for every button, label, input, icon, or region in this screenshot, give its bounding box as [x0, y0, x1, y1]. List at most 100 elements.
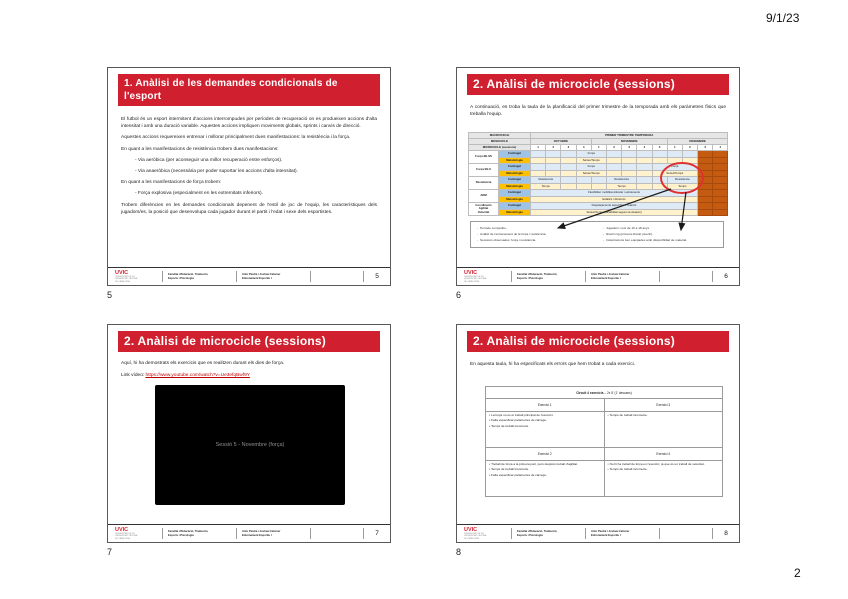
- cell-coord-metodologia: Sèries/Temps (variabilitat segons la sit…: [529, 208, 699, 216]
- slide-7: 2. Anàlisi de microcicle (sessions) Aquí…: [107, 324, 391, 543]
- bullet-line: - Via aeròbica (per aconseguir una millo…: [135, 157, 283, 163]
- element: Temps de treball incorrecte.: [608, 413, 720, 418]
- label-metodologia: Metodologia: [498, 208, 531, 216]
- element: Falta especificar paràmetres de càrrega.: [489, 473, 601, 478]
- note-item: Instal·lacions ben equipades amb disponi…: [603, 237, 717, 243]
- slide-title: 2. Anàlisi de microcicle (sessions): [118, 331, 380, 352]
- slide-footer: UVIC UNIVERSITAT DE VIC UNIVERSITAT CENT…: [108, 524, 390, 542]
- uvic-logo-subtext: UNIVERSITAT DE VIC UNIVERSITAT CENTRAL D…: [115, 532, 138, 540]
- bullet-line: - Força explosiva (especialment en les e…: [135, 191, 263, 197]
- note-item: Sessions observades: força i resistència…: [477, 237, 591, 243]
- slide-5: 1. Anàlisi de les demandes condicionals …: [107, 67, 391, 286]
- page-date: 9/1/23: [766, 11, 800, 25]
- uvic-logo: UVIC UNIVERSITAT DE VIC UNIVERSITAT CENT…: [457, 270, 511, 284]
- uvic-logo-subtext: UNIVERSITAT DE VIC UNIVERSITAT CENTRAL D…: [115, 275, 138, 283]
- paragraph: Aquestes accions requereixen entrenar i …: [121, 135, 351, 141]
- slide-page-number: 8: [712, 528, 739, 539]
- slide-body: El futbol és un esport intermitent d'acc…: [121, 116, 377, 220]
- element: MACROCICLE PRIMER TRIMESTRE TEMPORADA ME…: [468, 132, 729, 216]
- element: MESOCICLE OCTUBRE NOVEMBRE DESEMBRE: [468, 138, 729, 145]
- element: – 2x 5' (1' descans): [603, 390, 632, 395]
- thumbnail-label: 8: [456, 547, 462, 557]
- slide-6: 2. Anàlisi de microcicle (sessions) A co…: [456, 67, 740, 286]
- note-item: Anàlisi de l'entrenament de la força i r…: [477, 231, 591, 237]
- slide-8: 2. Anàlisi de microcicle (sessions) En a…: [456, 324, 740, 543]
- errors-table: Circuit 4 exercicis – 2x 5' (1' descans)…: [485, 386, 723, 497]
- slide-body: En aquesta taula, hi ha especificats els…: [470, 362, 636, 367]
- exercise-1-label: Exercici 1: [485, 398, 605, 412]
- paragraph: Trobem diferències en les demandes condi…: [121, 202, 377, 215]
- element: Força EE.SS Contingut Força: [468, 150, 729, 164]
- slide-body: Aquí, hi ha demostrats els exercicis que…: [121, 360, 377, 383]
- footer-credits: Aitor Piedra i Joshua Calomer Entrenamen…: [236, 271, 310, 282]
- notes-box: Període competitiu. Anàlisi de l'entrena…: [470, 221, 724, 248]
- exercise-1-errors: La força no és el treball principal de l…: [485, 411, 605, 448]
- footer-credits: Aitor Piedra i Joshua Calomer Entrenamen…: [585, 271, 659, 282]
- uvic-logo: UVIC UNIVERSITAT DE VIC UNIVERSITAT CENT…: [108, 527, 162, 541]
- row-adm: ADM: [468, 189, 499, 203]
- uvic-logo-text: UVIC: [464, 526, 478, 533]
- element: Circuit 4 exercicis: [576, 390, 604, 395]
- row-forca-ii: Força EE.II: [468, 163, 499, 177]
- element: Circuit 4 exercicis – 2x 5' (1' descans): [485, 386, 723, 399]
- slide-title: 1. Anàlisi de les demandes condicionals …: [118, 74, 380, 106]
- footer-faculty: Facultat d'Educació, Traducció, Esports …: [511, 528, 585, 539]
- link-line: Link vídeo: https://www.youtube.com/watc…: [121, 372, 377, 380]
- element: Treball de força a la primera part, però…: [489, 462, 601, 467]
- element: Circuit 4 exercicis – 2x 5' (1' descans)…: [485, 386, 723, 497]
- footer-faculty: Facultat d'Educació, Traducció, Esports …: [162, 528, 236, 539]
- footer-spacer: [659, 271, 712, 282]
- slide-page-number: 7: [363, 528, 390, 539]
- paragraph: En quant a les manifestacions de força t…: [121, 180, 222, 186]
- footer-spacer: [659, 528, 712, 539]
- exercise-4-label: Exercici 4: [603, 447, 723, 461]
- footer-faculty: Facultat d'Educació, Traducció, Esports …: [511, 271, 585, 282]
- notes-right: Jugadors: nois de 16 a 18 anys. Nivell m…: [597, 224, 723, 245]
- element: Treball de força a la primera part, però…: [485, 460, 723, 497]
- uvic-logo-subtext: UNIVERSITAT DE VIC UNIVERSITAT CENTRAL D…: [464, 532, 487, 540]
- element: La força no és el treball principal de l…: [489, 413, 601, 418]
- element: Temps de treball incorrecte.: [489, 467, 601, 472]
- exercise-2-errors: Treball de força a la primera part, però…: [485, 460, 605, 497]
- errors-table-header: Circuit 4 exercicis – 2x 5' (1' descans): [485, 386, 723, 399]
- paragraph: El futbol és un esport intermitent d'acc…: [121, 117, 377, 130]
- uvic-logo-text: UVIC: [115, 269, 129, 276]
- slide-intro: A continuació, es troba la taula de la p…: [470, 105, 726, 118]
- page-number: 2: [794, 566, 801, 580]
- notes-left: Període competitiu. Anàlisi de l'entrena…: [471, 224, 597, 245]
- thumbnail-label: 7: [107, 547, 113, 557]
- video-frame[interactable]: Sessió 5 - Novembre (força): [155, 385, 345, 505]
- slide-footer: UVIC UNIVERSITAT DE VIC UNIVERSITAT CENT…: [457, 524, 739, 542]
- table-cell: 4: [712, 144, 729, 151]
- table-cell: [697, 208, 714, 216]
- exercise-2-label: Exercici 2: [485, 447, 605, 461]
- video-caption: Sessió 5 - Novembre (força): [215, 442, 285, 448]
- element: Temps de treball incorrecte.: [489, 424, 601, 429]
- slide-footer: UVIC UNIVERSITAT DE VIC UNIVERSITAT CENT…: [108, 267, 390, 285]
- footer-spacer: [310, 528, 363, 539]
- footer-credits: Aitor Piedra i Joshua Calomer Entrenamen…: [585, 528, 659, 539]
- thumbnail-label: 6: [456, 290, 462, 300]
- element: Exercici 1 Exercici 3: [485, 398, 723, 412]
- footer-credits: Aitor Piedra i Joshua Calomer Entrenamen…: [236, 528, 310, 539]
- uvic-logo-subtext: UNIVERSITAT DE VIC UNIVERSITAT CENTRAL D…: [464, 275, 487, 283]
- bullet-line: - Via anaeròbica (necessària per poder s…: [135, 168, 298, 174]
- paragraph: Aquí, hi ha demostrats els exercicis que…: [121, 361, 285, 366]
- footer-spacer: [310, 271, 363, 282]
- thumbnail-label: 5: [107, 290, 113, 300]
- element: Temps de treball incorrecte.: [608, 467, 720, 472]
- uvic-logo: UVIC UNIVERSITAT DE VIC UNIVERSITAT CENT…: [457, 527, 511, 541]
- video-link[interactable]: https://www.youtube.com/watch?v=Ue3efqBw…: [145, 372, 250, 378]
- link-label: Link vídeo:: [121, 372, 146, 378]
- note-item: Període competitiu.: [477, 225, 591, 231]
- exercise-3-errors: Temps de treball incorrecte.: [603, 411, 723, 448]
- row-forca-ss: Força EE.SS: [468, 150, 499, 164]
- exercise-3-label: Exercici 3: [603, 398, 723, 412]
- slide-title: 2. Anàlisi de microcicle (sessions): [467, 74, 729, 95]
- footer-faculty: Facultat d'Educació, Traducció, Esports …: [162, 271, 236, 282]
- element: La força no és el treball principal de l…: [485, 411, 723, 448]
- row-resistencia: Resistència: [468, 176, 499, 190]
- slide-footer: UVIC UNIVERSITAT DE VIC UNIVERSITAT CENT…: [457, 267, 739, 285]
- row-coordinacio: Coordinació Agilitat Velocitat: [468, 202, 499, 216]
